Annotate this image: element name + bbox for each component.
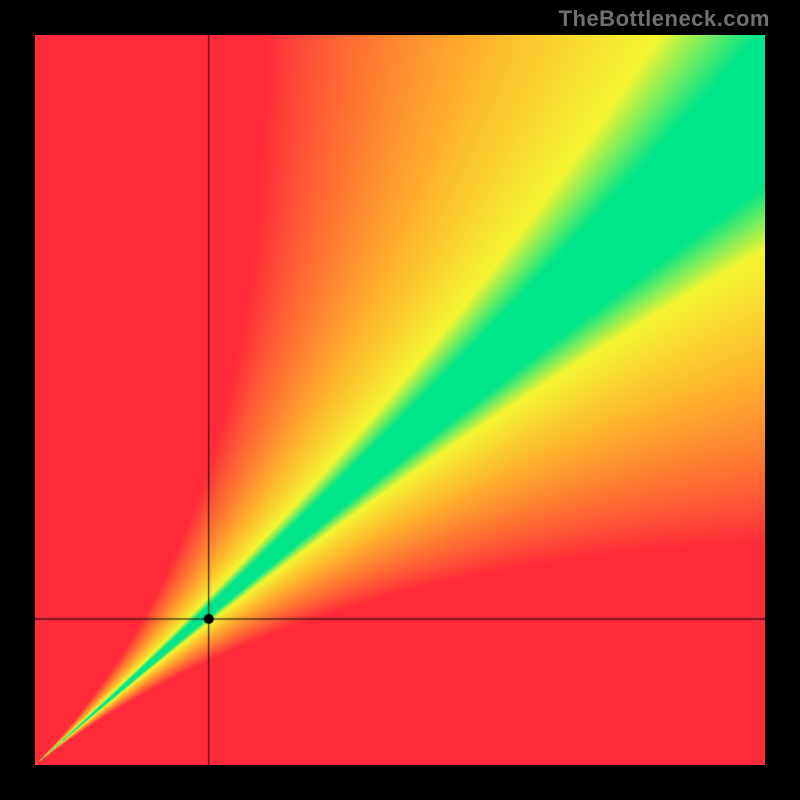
watermark-label: TheBottleneck.com: [559, 6, 770, 32]
bottleneck-heatmap: [35, 35, 765, 765]
